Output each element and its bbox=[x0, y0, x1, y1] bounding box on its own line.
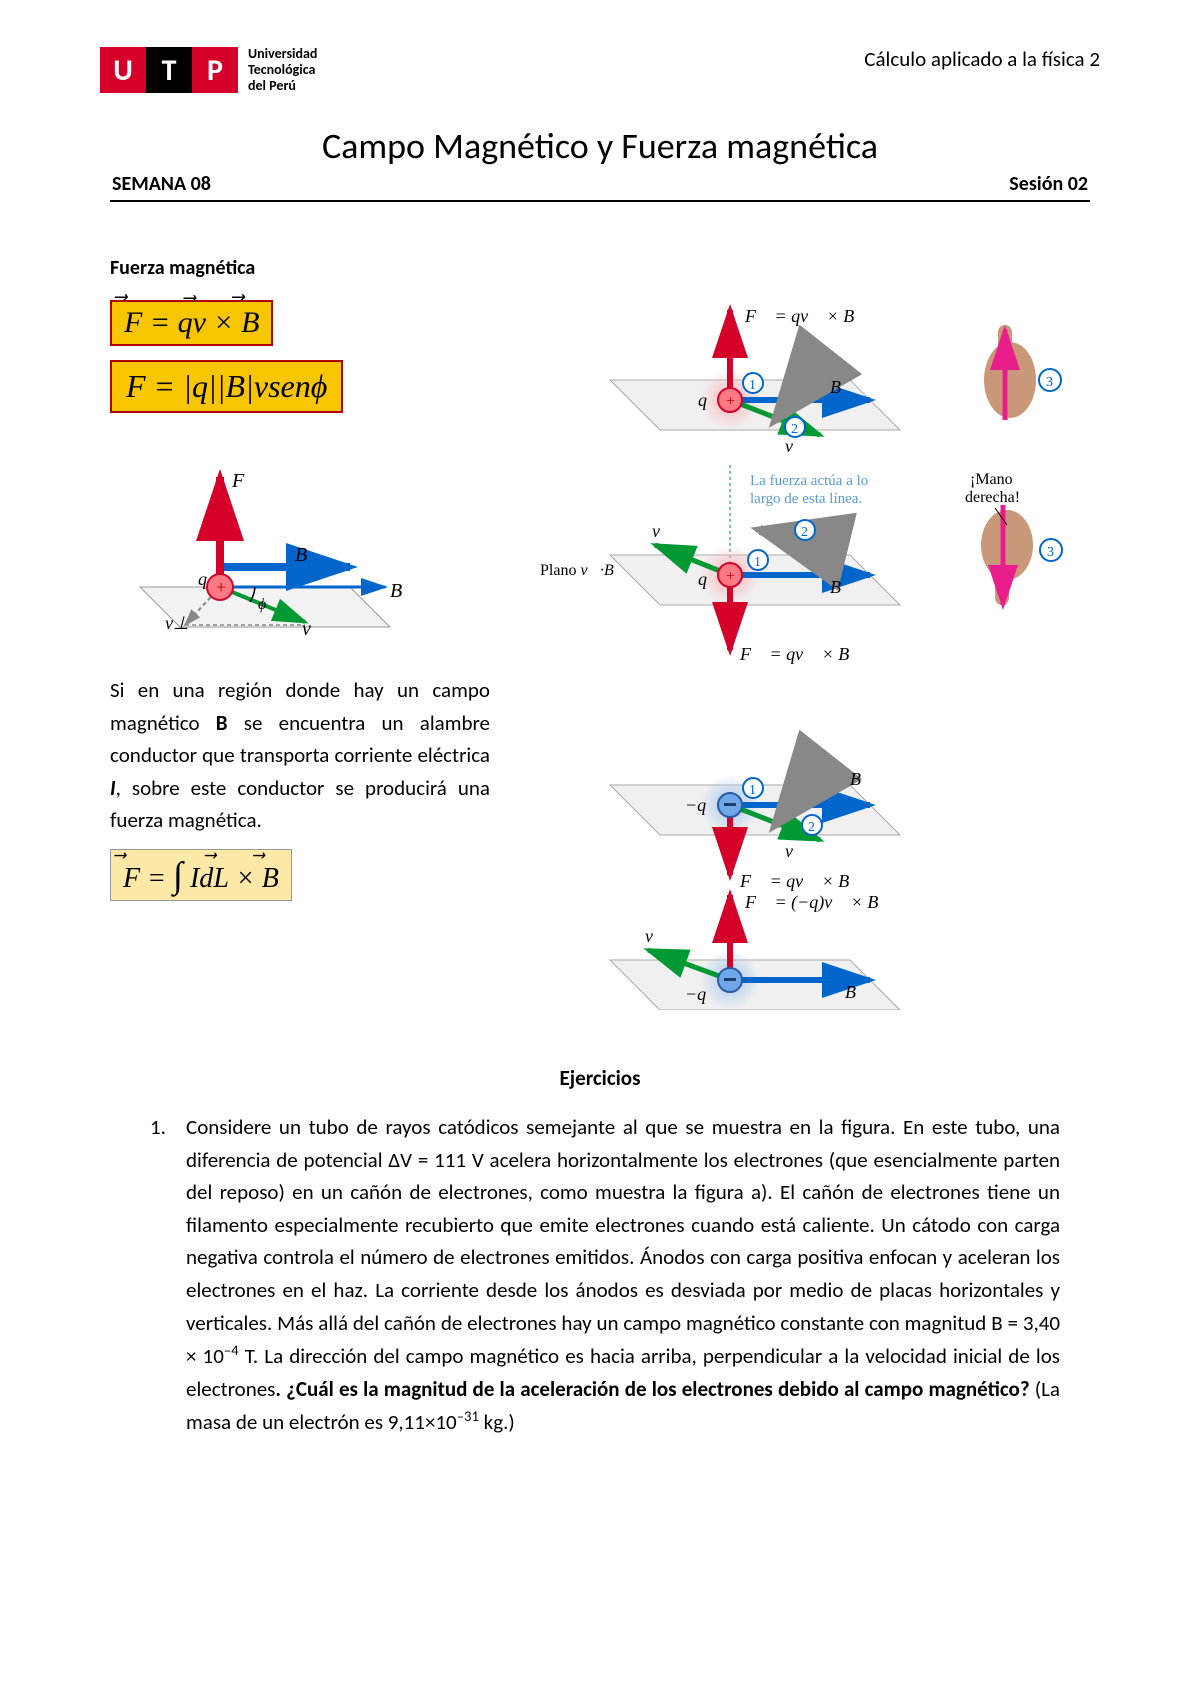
university-name: Universidad Tecnológica del Perú bbox=[248, 46, 317, 94]
right-column: + 1 2 F⃗ = qv⃗ × B⃗ B⃗ v⃗ q 3 bbox=[530, 300, 1090, 1015]
svg-text:v⃗: v⃗ bbox=[652, 521, 674, 541]
diagram-left: + F⃗ B⃗ B⃗ q v⊥ v⃗ ϕ bbox=[110, 457, 490, 652]
svg-text:B⃗: B⃗ bbox=[845, 982, 870, 1002]
svg-text:1: 1 bbox=[749, 378, 756, 393]
left-column: F⃗ = qv⃗ × B⃗ F = |q||B|vsenϕ bbox=[110, 300, 490, 1015]
session-label: Sesión 02 bbox=[1009, 172, 1088, 196]
week-label: SEMANA 08 bbox=[112, 172, 211, 196]
label-phi: ϕ bbox=[258, 596, 266, 613]
formula-2: F = |q||B|vsenϕ bbox=[110, 360, 343, 413]
formula-1: F⃗ = qv⃗ × B⃗ bbox=[110, 300, 273, 346]
svg-text:+: + bbox=[216, 577, 226, 597]
force-line-text2: largo de esta línea. bbox=[750, 491, 862, 507]
exercise-text: Considere un tubo de rayos catódicos sem… bbox=[186, 1111, 1060, 1438]
label-q: q bbox=[198, 569, 207, 589]
svg-text:q: q bbox=[698, 569, 707, 589]
uni-line2: Tecnológica bbox=[248, 62, 317, 78]
svg-text:v⃗: v⃗ bbox=[785, 841, 807, 861]
vector-diagram-svg: + F⃗ B⃗ B⃗ q v⊥ v⃗ ϕ bbox=[110, 457, 410, 647]
label-F: F⃗ bbox=[231, 470, 260, 492]
svg-text:B⃗: B⃗ bbox=[850, 769, 875, 789]
svg-text:2: 2 bbox=[808, 820, 815, 835]
exercise-1: 1. Considere un tubo de rayos catódicos … bbox=[150, 1111, 1060, 1438]
svg-text:F⃗ = qv⃗ × B⃗: F⃗ = qv⃗ × B⃗ bbox=[739, 644, 863, 664]
svg-text:2: 2 bbox=[801, 525, 808, 540]
logo-boxes: U T P bbox=[100, 47, 238, 93]
svg-text:derecha!: derecha! bbox=[965, 489, 1020, 506]
two-column-layout: F⃗ = qv⃗ × B⃗ F = |q||B|vsenϕ bbox=[110, 300, 1090, 1015]
exercise-number: 1. bbox=[150, 1111, 174, 1438]
right-hand-icon-2: 3 ¡Mano derecha! bbox=[965, 471, 1062, 605]
right-hand-icon-1: 3 bbox=[984, 325, 1061, 420]
svg-text:F⃗ = qv⃗ × B⃗: F⃗ = qv⃗ × B⃗ bbox=[744, 306, 868, 326]
label-vperp: v⊥ bbox=[165, 613, 189, 633]
section-title: Fuerza magnética bbox=[110, 256, 1090, 280]
conductor-paragraph: Si en una región donde hay un campo magn… bbox=[110, 674, 490, 837]
week-session-bar: SEMANA 08 Sesión 02 bbox=[110, 172, 1090, 202]
svg-text:v⃗: v⃗ bbox=[785, 436, 807, 456]
svg-text:B⃗: B⃗ bbox=[830, 577, 855, 597]
svg-text:3: 3 bbox=[1047, 545, 1054, 560]
logo-letter-p: P bbox=[192, 47, 238, 93]
svg-text:−q: −q bbox=[685, 795, 706, 815]
right-diagrams-svg: + 1 2 F⃗ = qv⃗ × B⃗ B⃗ v⃗ q 3 bbox=[530, 300, 1090, 1010]
uni-line1: Universidad bbox=[248, 46, 317, 62]
label-B2: B⃗ bbox=[390, 580, 410, 602]
svg-text:−q: −q bbox=[685, 984, 706, 1004]
content-area: Fuerza magnética F⃗ = qv⃗ × B⃗ F = |q||B… bbox=[110, 256, 1090, 1438]
svg-text:1: 1 bbox=[749, 783, 756, 798]
logo-letter-u: U bbox=[100, 47, 146, 93]
svg-text:3: 3 bbox=[1046, 375, 1053, 390]
page-title: Campo Magnético y Fuerza magnética bbox=[100, 124, 1100, 168]
svg-text:+: + bbox=[726, 568, 735, 585]
exercises-heading: Ejercicios bbox=[110, 1065, 1090, 1091]
plane-label: Plano v⃗·B⃗ bbox=[540, 562, 626, 579]
formula-3: F⃗ = ∫ IdL⃗ × B⃗ bbox=[110, 849, 292, 901]
svg-text:2: 2 bbox=[791, 422, 798, 437]
svg-text:1: 1 bbox=[754, 555, 761, 570]
course-name: Cálculo aplicado a la física 2 bbox=[864, 46, 1100, 72]
label-v: v⃗ bbox=[302, 618, 326, 640]
svg-text:F⃗ = (−q)v⃗ × B⃗: F⃗ = (−q)v⃗ × B⃗ bbox=[744, 892, 892, 913]
label-B1: B⃗ bbox=[295, 544, 323, 566]
svg-text:B⃗: B⃗ bbox=[830, 377, 855, 397]
page-header: U T P Universidad Tecnológica del Perú C… bbox=[100, 46, 1100, 94]
logo-letter-t: T bbox=[146, 47, 192, 93]
force-line-text1: La fuerza actúa a lo bbox=[750, 473, 868, 489]
svg-text:v⃗: v⃗ bbox=[645, 926, 667, 946]
svg-text:q: q bbox=[698, 390, 707, 410]
uni-line3: del Perú bbox=[248, 78, 317, 94]
svg-text:+: + bbox=[726, 393, 735, 410]
logo: U T P Universidad Tecnológica del Perú bbox=[100, 46, 317, 94]
hand-label: ¡Mano bbox=[970, 471, 1013, 488]
svg-text:F⃗ = qv⃗ × B⃗: F⃗ = qv⃗ × B⃗ bbox=[739, 871, 863, 891]
